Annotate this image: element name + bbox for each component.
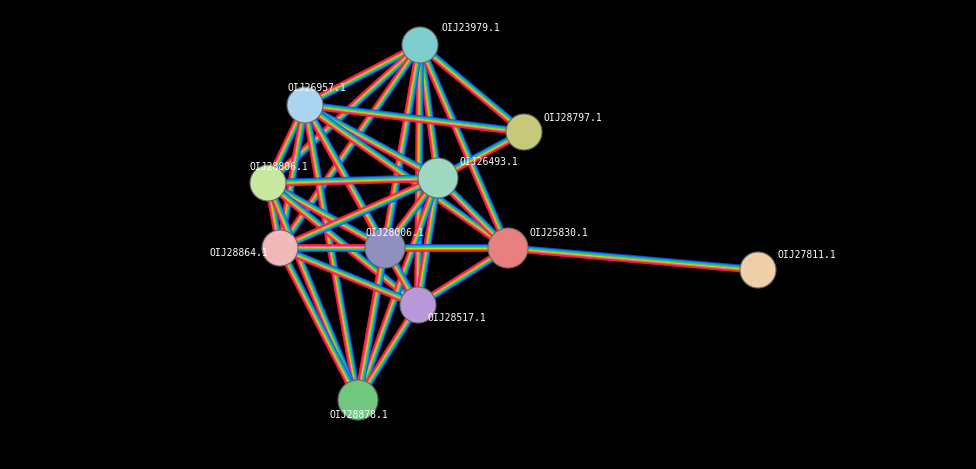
Text: OIJ26957.1: OIJ26957.1	[288, 83, 346, 93]
Text: OIJ28517.1: OIJ28517.1	[428, 313, 487, 323]
Text: OIJ28797.1: OIJ28797.1	[544, 113, 603, 123]
Text: OIJ27811.1: OIJ27811.1	[778, 250, 836, 260]
Circle shape	[402, 27, 438, 63]
Text: OIJ28806.1: OIJ28806.1	[250, 162, 308, 172]
Circle shape	[488, 228, 528, 268]
Circle shape	[400, 287, 436, 323]
Circle shape	[740, 252, 776, 288]
Text: OIJ26493.1: OIJ26493.1	[460, 157, 519, 167]
Circle shape	[338, 380, 378, 420]
Circle shape	[287, 87, 323, 123]
Circle shape	[262, 230, 298, 266]
Circle shape	[250, 165, 286, 201]
Text: OIJ28864.1: OIJ28864.1	[210, 248, 268, 258]
Circle shape	[365, 228, 405, 268]
Text: OIJ28006.1: OIJ28006.1	[365, 228, 424, 238]
Circle shape	[506, 114, 542, 150]
Text: OIJ25830.1: OIJ25830.1	[530, 228, 589, 238]
Circle shape	[418, 158, 458, 198]
Text: OIJ23979.1: OIJ23979.1	[442, 23, 501, 33]
Text: OIJ28878.1: OIJ28878.1	[330, 410, 388, 420]
